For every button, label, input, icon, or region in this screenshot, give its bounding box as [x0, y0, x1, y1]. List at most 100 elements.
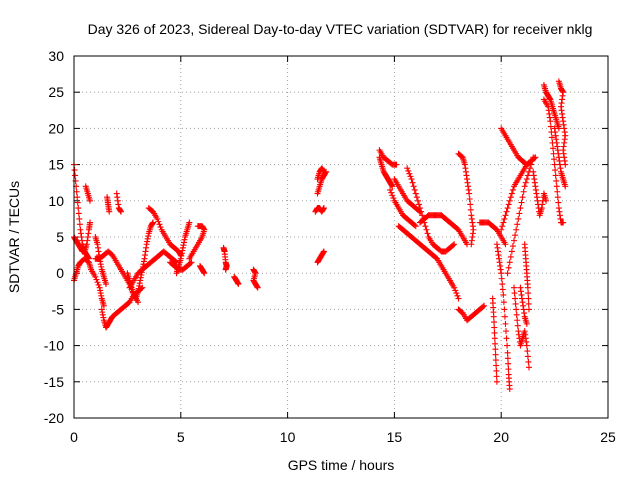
data-point: [407, 173, 414, 180]
y-tick-label: 5: [56, 229, 64, 245]
x-tick-label: 15: [387, 429, 403, 445]
data-point: [511, 284, 518, 291]
data-point: [187, 260, 194, 267]
data-point: [516, 210, 523, 217]
data-point: [522, 179, 529, 186]
data-point: [493, 367, 500, 374]
data-point: [505, 201, 512, 208]
data-point: [503, 208, 510, 215]
data-series: [113, 190, 124, 215]
data-points: [71, 78, 569, 393]
data-point: [323, 168, 330, 175]
data-series: [173, 219, 193, 277]
data-point: [467, 206, 474, 213]
data-point: [492, 340, 499, 347]
data-point: [406, 170, 413, 177]
data-series: [555, 78, 569, 168]
data-point: [503, 335, 510, 342]
data-point: [525, 295, 532, 302]
data-series: [489, 295, 500, 385]
data-series: [404, 165, 458, 255]
x-axis-label: GPS time / hours: [288, 457, 395, 473]
data-point: [525, 306, 532, 313]
data-point: [413, 194, 420, 201]
data-point: [499, 281, 506, 288]
data-point: [527, 165, 534, 172]
data-point: [106, 208, 113, 215]
data-point: [452, 287, 459, 294]
data-point: [501, 313, 508, 320]
data-point: [562, 161, 569, 168]
data-point: [552, 172, 559, 179]
data-point: [517, 205, 524, 212]
data-point: [501, 306, 508, 313]
data-series: [186, 223, 208, 262]
data-point: [506, 386, 513, 393]
data-point: [94, 279, 101, 286]
data-point: [423, 226, 430, 233]
data-point: [412, 190, 419, 197]
x-tick-label: 0: [70, 429, 78, 445]
y-tick-label: 20: [48, 120, 64, 136]
data-point: [547, 123, 554, 130]
data-series: [540, 96, 567, 226]
data-point: [500, 219, 507, 226]
data-point: [414, 197, 421, 204]
data-point: [389, 192, 396, 199]
data-point: [504, 205, 511, 212]
data-point: [504, 355, 511, 362]
data-point: [222, 266, 229, 273]
data-point: [150, 219, 157, 226]
data-point: [499, 286, 506, 293]
data-point: [553, 177, 560, 184]
data-point: [412, 223, 419, 230]
data-point: [524, 284, 531, 291]
data-point: [76, 215, 83, 222]
data-point: [451, 284, 458, 291]
data-point: [508, 248, 515, 255]
data-point: [555, 199, 562, 206]
data-point: [424, 230, 431, 237]
data-point: [498, 226, 505, 233]
data-point: [455, 295, 462, 302]
data-point: [507, 253, 514, 260]
data-series: [92, 234, 110, 288]
data-series: [387, 186, 419, 230]
y-tick-label: -15: [44, 374, 64, 390]
data-point: [554, 194, 561, 201]
data-point: [560, 219, 567, 226]
data-series: [314, 168, 330, 197]
data-point: [504, 349, 511, 356]
data-point: [523, 342, 530, 349]
data-point: [74, 194, 81, 201]
data-point: [409, 179, 416, 186]
data-point: [554, 188, 561, 195]
data-series: [197, 262, 208, 277]
data-series: [517, 284, 530, 327]
data-point: [562, 183, 569, 190]
data-point: [419, 212, 426, 219]
data-point: [501, 215, 508, 222]
data-point: [505, 264, 512, 271]
data-point: [72, 172, 79, 179]
data-series: [476, 219, 509, 248]
data-point: [388, 189, 395, 196]
x-tick-label: 5: [177, 429, 185, 445]
data-series: [455, 150, 477, 248]
data-point: [553, 183, 560, 190]
x-tick-label: 20: [493, 429, 509, 445]
data-point: [514, 322, 521, 329]
data-point: [71, 167, 78, 174]
data-point: [390, 195, 397, 202]
data-point: [524, 172, 531, 179]
data-point: [498, 275, 505, 282]
data-point: [415, 201, 422, 208]
data-point: [422, 223, 429, 230]
data-point: [498, 270, 505, 277]
data-point: [387, 186, 394, 193]
data-series: [220, 244, 230, 273]
plot-frame: [73, 55, 609, 419]
data-point: [552, 167, 559, 174]
y-tick-label: 10: [48, 193, 64, 209]
x-tick-label: 10: [280, 429, 296, 445]
